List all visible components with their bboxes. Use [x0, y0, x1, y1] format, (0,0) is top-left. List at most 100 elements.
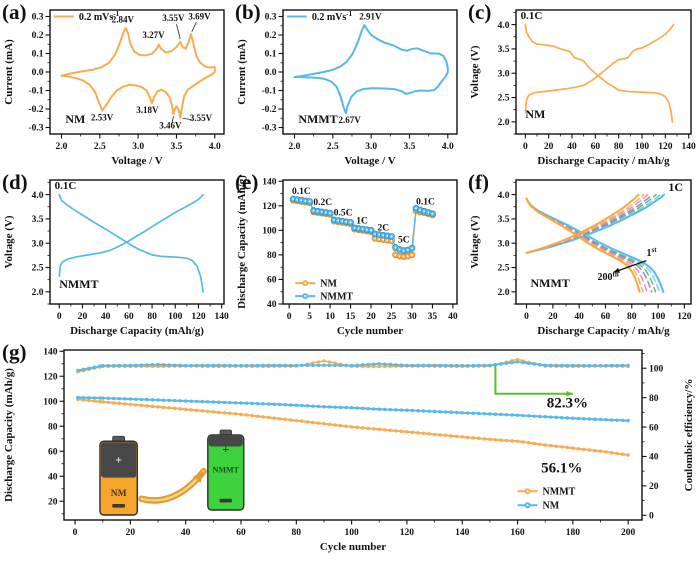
annotation-text: NM	[525, 107, 545, 121]
marker-NM-capacity	[471, 411, 476, 415]
marker-NMMT-capacity	[228, 411, 232, 416]
marker-NMMT-CE	[377, 364, 381, 369]
y-tick-label: -0.3	[28, 124, 43, 134]
y-tick-label: 3.5	[498, 45, 510, 55]
y-tick-label: 60	[48, 447, 58, 457]
x-tick-label: 180	[566, 528, 581, 538]
x-tick-label: 20	[366, 312, 376, 322]
y-tick-label: -0.2	[28, 105, 43, 115]
y-tick-label: 3.0	[32, 239, 44, 249]
annotation-text: 2.91V	[359, 11, 382, 21]
marker-NMMT-capacity	[377, 427, 381, 432]
legend-label: NM	[320, 278, 337, 289]
marker-NM-CE	[112, 363, 116, 368]
marker-NM-CE	[416, 363, 420, 368]
panel-c-plot: 0 20 40 60 80 100 120 140 2.0 2.5 3.0 3.5 4.0 Dischar…	[469, 9, 696, 167]
marker-NMMT-capacity	[615, 451, 619, 456]
marker-NM-CE	[233, 363, 238, 368]
marker-NMMT-capacity	[266, 415, 271, 420]
x-tick-label: 80	[292, 528, 302, 538]
marker-NM-capacity	[366, 406, 370, 411]
marker-NM-capacity	[278, 402, 282, 407]
marker-NMMT-capacity	[283, 417, 287, 422]
marker-NM-CE	[349, 363, 354, 368]
marker-NM-capacity	[626, 418, 630, 423]
marker-NMMT-capacity	[117, 401, 122, 406]
battery-plus: +	[222, 442, 229, 456]
marker-NM-CE	[571, 363, 575, 368]
x-tick-label: 60	[591, 142, 601, 152]
marker-NM-capacity	[300, 403, 304, 408]
annotation-line	[191, 21, 197, 32]
marker-NM-capacity	[344, 405, 348, 410]
marker-NMMT-capacity	[609, 451, 614, 455]
marker-NMMT-capacity	[620, 452, 625, 456]
x-tick-label: 40	[448, 312, 458, 322]
panel-c-chart: 0 20 40 60 80 100 120 140 2.0 2.5 3.0 3.5 4.0 Dischar…	[466, 0, 700, 175]
marker-NMMT-capacity	[466, 435, 470, 440]
marker-NMMT-capacity	[477, 436, 481, 441]
marker-NM-capacity	[515, 413, 520, 417]
annotation-text: 82.3%	[547, 396, 588, 412]
marker-NMMT-capacity	[587, 448, 592, 452]
marker-NM-capacity	[316, 404, 321, 409]
y-right-tick-label: 100	[649, 364, 664, 374]
y-tick-label: 3.5	[32, 215, 44, 225]
marker-NM-capacity	[554, 415, 558, 420]
marker-NMMT-capacity	[211, 410, 216, 414]
marker-NM-CE	[565, 363, 570, 368]
marker-NMMT-capacity	[526, 441, 531, 445]
arrowhead	[566, 390, 573, 397]
marker-NM-CE	[244, 363, 249, 368]
x-tick-label: 120	[677, 312, 692, 322]
marker-NM-CE	[228, 363, 232, 368]
x-tick-label: 120	[400, 528, 415, 538]
x-tick-label: 140	[455, 528, 470, 538]
marker-NM-capacity	[289, 403, 293, 407]
marker-NM-CE	[87, 366, 91, 370]
marker-NM-CE	[488, 363, 492, 367]
marker-NM-capacity	[410, 408, 415, 413]
marker-NM-CE	[239, 363, 243, 368]
x-tick-label: 4.0	[209, 142, 221, 152]
marker-NMMT-capacity	[598, 449, 603, 453]
marker-NMMT-capacity	[239, 412, 243, 417]
y-axis-label: Current (mA)	[236, 39, 248, 105]
marker-NM-capacity	[92, 396, 97, 400]
marker-NMMT-capacity	[582, 447, 586, 452]
y-tick-label: 100	[43, 397, 58, 407]
plot-frame	[515, 179, 692, 305]
marker-NMMT-capacity	[455, 434, 459, 439]
marker-NM-CE	[504, 361, 509, 365]
marker-NM-capacity	[333, 405, 337, 409]
marker-NM-CE	[316, 363, 321, 368]
marker-NMMT-capacity	[98, 399, 102, 404]
marker-NMMT-capacity	[217, 410, 221, 415]
marker-NM-capacity	[183, 399, 188, 403]
x-tick-label: 80	[147, 312, 157, 322]
marker-NMMT-capacity	[250, 413, 254, 418]
marker-NM-capacity	[283, 403, 287, 407]
y-axis-label: Current (mA)	[3, 39, 15, 105]
marker-NMMT-capacity	[333, 423, 337, 427]
marker-NM-capacity	[117, 396, 122, 401]
x-tick-label: 40	[181, 528, 191, 538]
battery-label: NMMT	[213, 466, 240, 475]
x-tick-label: 15	[346, 312, 356, 322]
marker-NM-CE	[554, 363, 558, 368]
marker-NM-CE	[150, 363, 155, 367]
x-axis-label: Voltage / V	[344, 155, 395, 167]
marker-NMMT-capacity	[521, 440, 525, 444]
marker-NMMT-CE	[322, 359, 326, 363]
marker-NMMT-capacity	[515, 439, 520, 443]
x-tick-label: 5	[307, 312, 312, 322]
y-tick-label: 120	[43, 372, 58, 382]
marker-NMMT-capacity	[366, 426, 370, 431]
annotation-text: 2.53V	[91, 112, 114, 122]
marker-NM-capacity	[360, 406, 365, 411]
marker-NM-capacity	[338, 405, 343, 410]
marker-NM-capacity	[239, 401, 243, 405]
annotation-text: 0.5C	[334, 209, 353, 219]
marker-NM-capacity	[394, 408, 398, 412]
series-NM-CV	[60, 26, 216, 119]
